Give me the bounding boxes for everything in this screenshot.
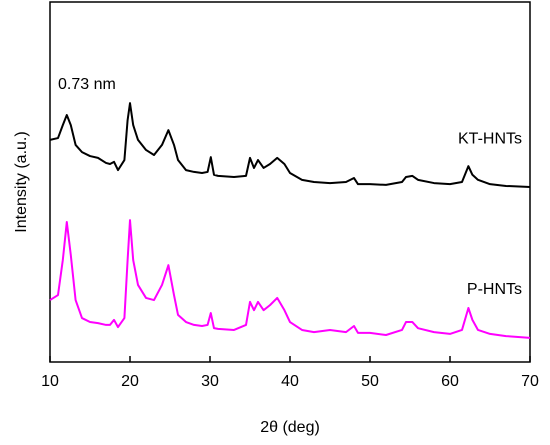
y-axis-label: Intensity (a.u.) xyxy=(13,131,30,232)
series-line xyxy=(49,219,531,339)
annotation: 0.73 nm xyxy=(58,76,116,93)
series-line xyxy=(49,102,531,189)
series-label: P-HNTs xyxy=(467,281,522,298)
x-tick-label: 20 xyxy=(121,373,139,390)
x-tick-label: 40 xyxy=(281,373,299,390)
x-tick-label: 60 xyxy=(441,373,459,390)
x-tick-label: 70 xyxy=(521,373,539,390)
x-axis-label: 2θ (deg) xyxy=(260,419,320,436)
x-tick-label: 10 xyxy=(41,373,59,390)
x-tick-label: 50 xyxy=(361,373,379,390)
x-tick-label: 30 xyxy=(201,373,219,390)
series-label: KT-HNTs xyxy=(458,130,522,147)
